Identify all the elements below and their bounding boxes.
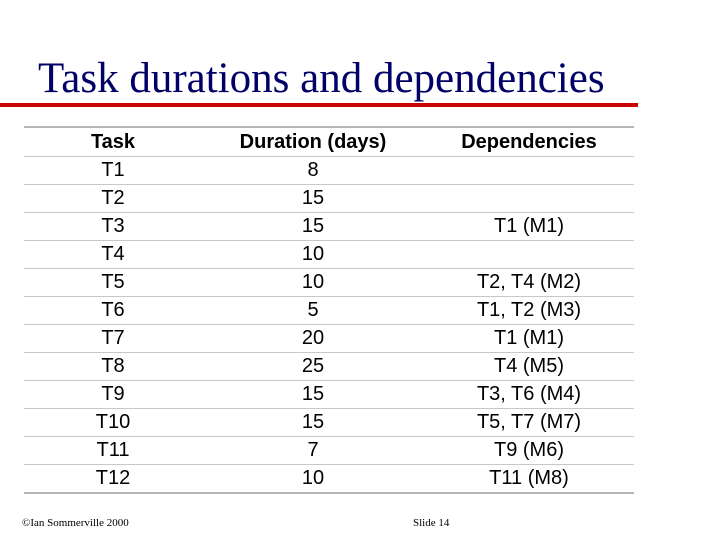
task-cell: T7 bbox=[24, 324, 202, 353]
dependencies-cell: T1 (M1) bbox=[424, 324, 634, 353]
task-cell: T8 bbox=[24, 352, 202, 381]
duration-cell: 15 bbox=[202, 212, 424, 241]
duration-cell: 7 bbox=[202, 436, 424, 465]
table-row: T6 5 T1, T2 (M3) bbox=[24, 296, 634, 325]
task-cell: T5 bbox=[24, 268, 202, 297]
header-task: Task bbox=[24, 127, 202, 157]
table-row: T10 15 T5, T7 (M7) bbox=[24, 408, 634, 437]
table-row: T7 20 T1 (M1) bbox=[24, 324, 634, 353]
table-row: T4 10 bbox=[24, 240, 634, 269]
task-cell: T12 bbox=[24, 464, 202, 494]
duration-cell: 10 bbox=[202, 464, 424, 494]
duration-cell: 20 bbox=[202, 324, 424, 353]
task-cell: T4 bbox=[24, 240, 202, 269]
table-row: T3 15 T1 (M1) bbox=[24, 212, 634, 241]
dependencies-cell: T9 (M6) bbox=[424, 436, 634, 465]
header-dependencies: Dependencies bbox=[424, 127, 634, 157]
dependencies-cell: T3, T6 (M4) bbox=[424, 380, 634, 409]
copyright-footer: ©Ian Sommerville 2000 bbox=[22, 517, 129, 529]
duration-cell: 15 bbox=[202, 184, 424, 213]
dependencies-cell bbox=[424, 240, 634, 269]
slide-number: Slide 14 bbox=[413, 517, 450, 529]
dependencies-cell bbox=[424, 184, 634, 213]
task-cell: T6 bbox=[24, 296, 202, 325]
table-row: T1 8 bbox=[24, 156, 634, 185]
task-table: Task Duration (days) Dependencies T1 8 T… bbox=[24, 126, 634, 494]
dependencies-cell: T1, T2 (M3) bbox=[424, 296, 634, 325]
title-underline-bar bbox=[0, 103, 638, 107]
task-cell: T1 bbox=[24, 156, 202, 185]
slide-title: Task durations and dependencies bbox=[38, 55, 605, 102]
dependencies-cell: T2, T4 (M2) bbox=[424, 268, 634, 297]
title-underline bbox=[0, 103, 638, 107]
table-row: T9 15 T3, T6 (M4) bbox=[24, 380, 634, 409]
dependencies-cell: T5, T7 (M7) bbox=[424, 408, 634, 437]
duration-cell: 10 bbox=[202, 240, 424, 269]
header-duration: Duration (days) bbox=[202, 127, 424, 157]
table-row: T11 7 T9 (M6) bbox=[24, 436, 634, 465]
task-cell: T3 bbox=[24, 212, 202, 241]
duration-cell: 5 bbox=[202, 296, 424, 325]
duration-cell: 8 bbox=[202, 156, 424, 185]
task-cell: T11 bbox=[24, 436, 202, 465]
table-header-row: Task Duration (days) Dependencies bbox=[24, 127, 634, 157]
table-row: T2 15 bbox=[24, 184, 634, 213]
dependencies-cell bbox=[424, 156, 634, 185]
dependencies-cell: T4 (M5) bbox=[424, 352, 634, 381]
duration-cell: 25 bbox=[202, 352, 424, 381]
dependencies-cell: T1 (M1) bbox=[424, 212, 634, 241]
task-cell: T2 bbox=[24, 184, 202, 213]
task-table-container: Task Duration (days) Dependencies T1 8 T… bbox=[24, 126, 634, 494]
table-row: T8 25 T4 (M5) bbox=[24, 352, 634, 381]
duration-cell: 15 bbox=[202, 408, 424, 437]
table-row: T12 10 T11 (M8) bbox=[24, 464, 634, 494]
duration-cell: 15 bbox=[202, 380, 424, 409]
task-cell: T9 bbox=[24, 380, 202, 409]
dependencies-cell: T11 (M8) bbox=[424, 464, 634, 494]
duration-cell: 10 bbox=[202, 268, 424, 297]
task-cell: T10 bbox=[24, 408, 202, 437]
table-row: T5 10 T2, T4 (M2) bbox=[24, 268, 634, 297]
